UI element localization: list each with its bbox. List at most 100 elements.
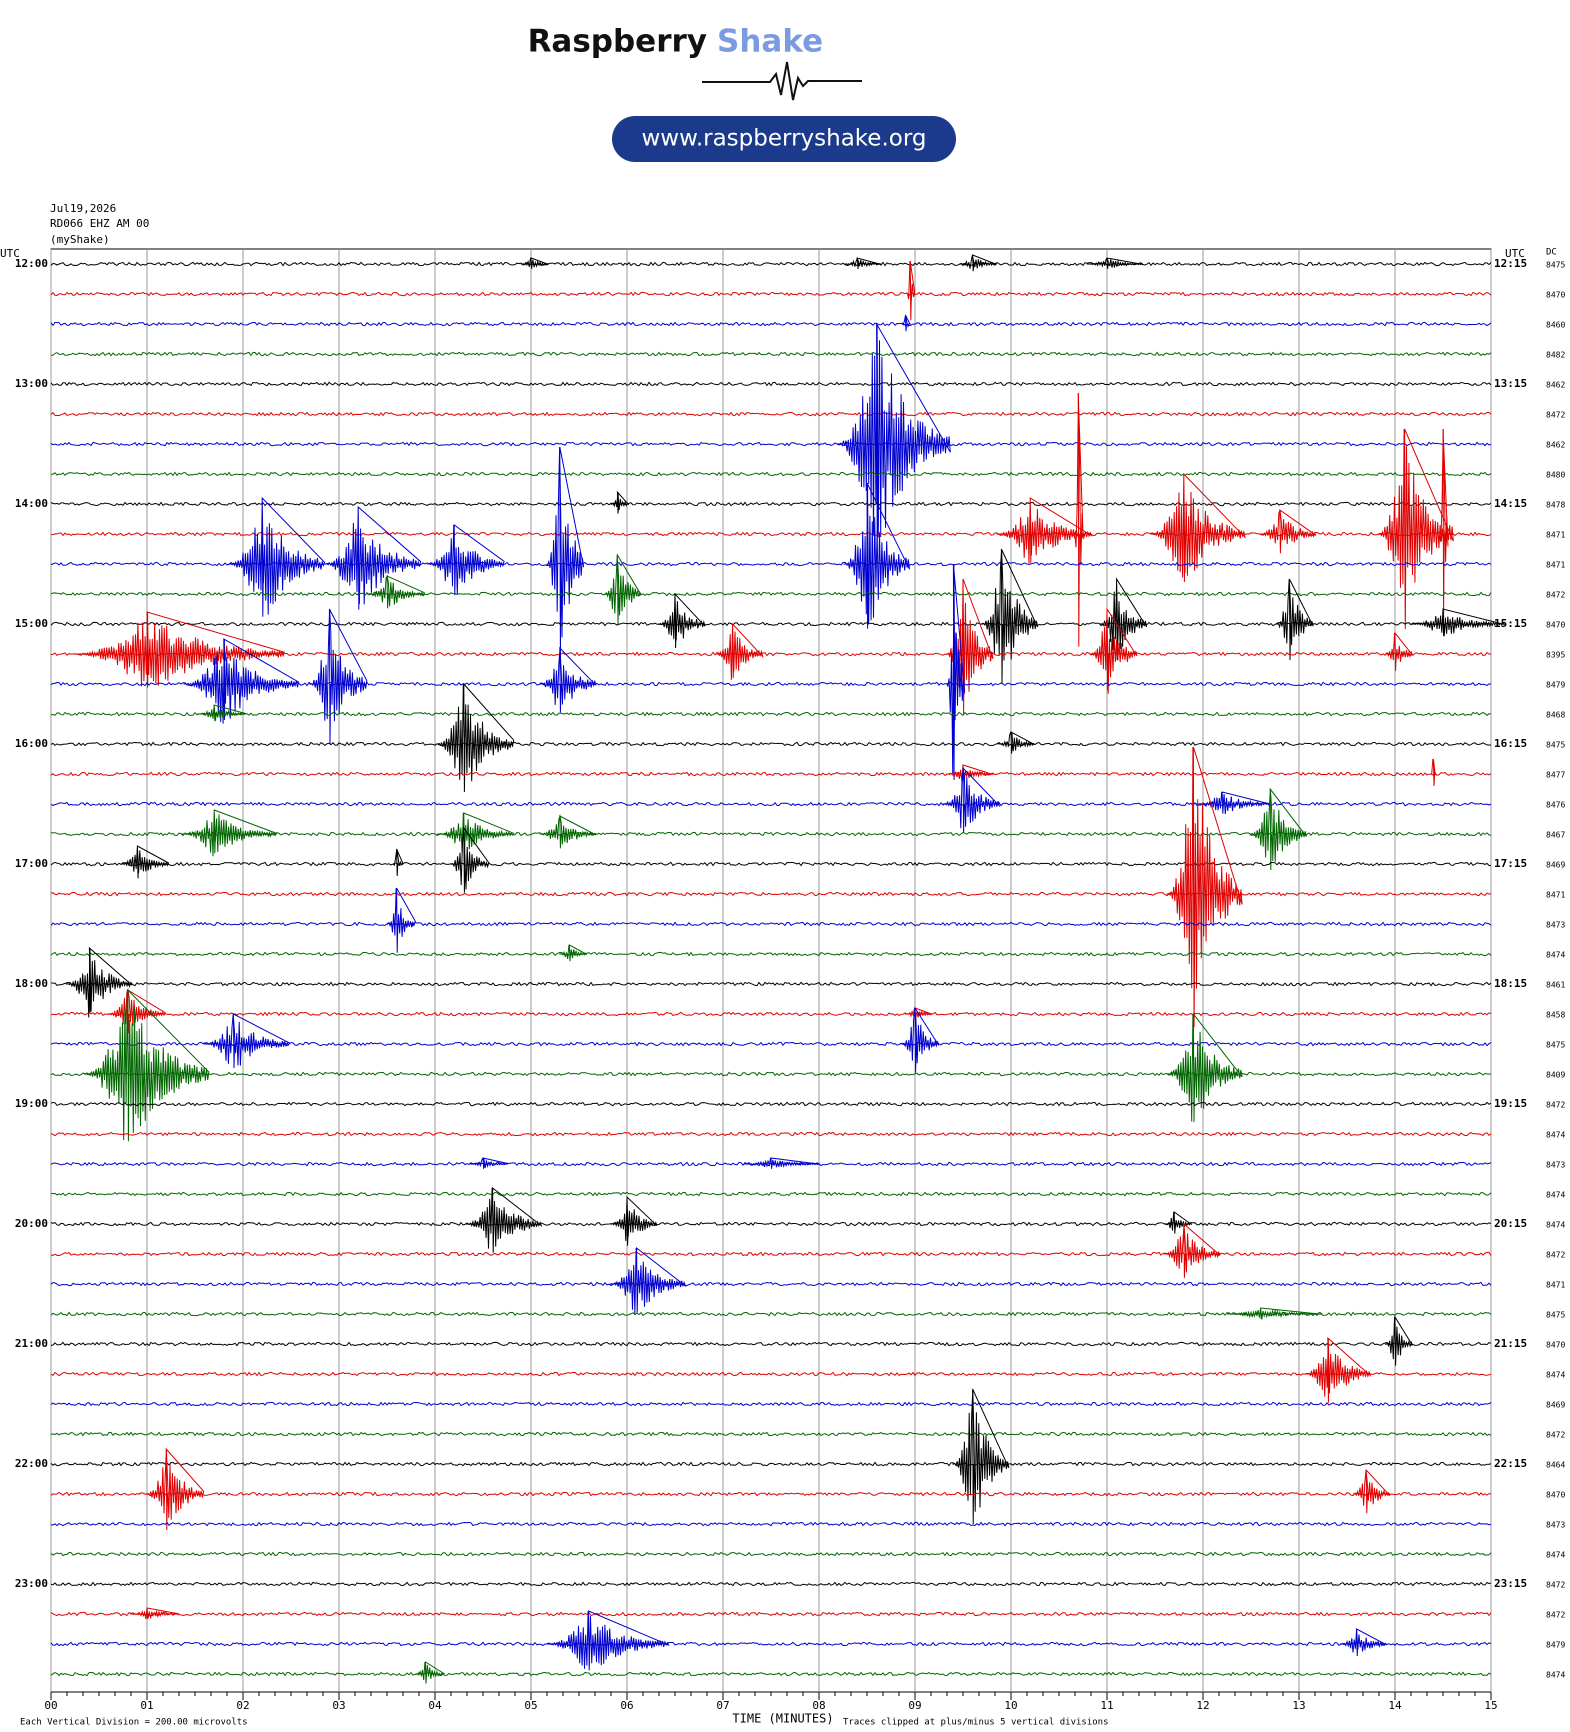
seismic-event (73, 611, 285, 688)
seismic-event (981, 548, 1039, 685)
trace-baseline (50, 261, 1492, 267)
trace-baseline (50, 1221, 1492, 1227)
trace-baseline (50, 1281, 1492, 1287)
station-info: RD066 EHZ AM 00 (50, 217, 149, 230)
dc-label: 8467 (1546, 831, 1565, 840)
dc-label: 8461 (1546, 981, 1565, 990)
hour-label: 16:00 (15, 737, 48, 750)
dc-label: 8474 (1546, 951, 1565, 960)
trace-baseline (50, 1341, 1492, 1347)
trace-baseline (50, 1251, 1492, 1257)
dc-label: 8475 (1546, 741, 1565, 750)
seismic-event (1339, 1628, 1387, 1657)
dc-label: 8470 (1546, 1341, 1565, 1350)
seismic-event (309, 608, 368, 745)
trace-baseline (50, 1611, 1492, 1617)
trace-baseline (50, 801, 1492, 807)
hour-label: 19:15 (1494, 1097, 1527, 1110)
seismic-event (183, 638, 300, 724)
dc-label: 8472 (1546, 1581, 1565, 1590)
trace-baseline (50, 591, 1492, 597)
seismic-event (65, 946, 133, 1018)
dc-label: 8478 (1546, 501, 1565, 510)
seismic-event (386, 887, 416, 953)
url[interactable]: www.raspberryshake.org (642, 126, 927, 152)
seismic-event (1090, 607, 1138, 694)
seismic-event (427, 524, 505, 596)
seismic-event (1163, 1222, 1221, 1279)
hour-label: 20:00 (15, 1217, 48, 1230)
trace-baseline (50, 1491, 1492, 1497)
dc-label: 8470 (1546, 621, 1565, 630)
hour-label: 23:00 (15, 1577, 48, 1590)
seismic-event (130, 1607, 180, 1620)
dc-label: 8471 (1546, 561, 1565, 570)
seismic-event (1259, 509, 1317, 554)
seismic-event (392, 848, 404, 877)
seismic-event (901, 314, 911, 332)
hour-label: 17:00 (15, 857, 48, 870)
url-pill[interactable] (612, 116, 956, 162)
seismic-event (520, 257, 549, 269)
dc-label: 8470 (1546, 1491, 1565, 1500)
hour-label: 15:00 (15, 617, 48, 630)
seismic-event (1164, 1211, 1193, 1234)
trace-baseline (50, 831, 1492, 837)
seismic-event (324, 505, 422, 610)
x-tick-label: 13 (1292, 1699, 1305, 1712)
seismic-event (469, 1157, 510, 1169)
x-tick-label: 02 (236, 1699, 249, 1712)
seismic-event (1304, 1336, 1372, 1403)
dc-label: 8472 (1546, 1611, 1565, 1620)
dc-label: 8474 (1546, 1131, 1565, 1140)
dc-label: 8475 (1546, 1311, 1565, 1320)
trace-baseline (50, 1131, 1492, 1137)
seismic-event (715, 622, 764, 680)
seismic-event (1227, 1307, 1322, 1320)
hour-label: 17:15 (1494, 857, 1527, 870)
trace-baseline (50, 1041, 1492, 1047)
seismic-event (907, 260, 916, 321)
seismic-event (539, 646, 597, 713)
trace-baseline (50, 711, 1492, 717)
trace-baseline (50, 741, 1492, 747)
seismic-event (904, 1007, 933, 1019)
dc-label: 8471 (1546, 1281, 1565, 1290)
trace-baseline (50, 291, 1492, 297)
trace-baseline (50, 771, 1492, 777)
seismic-event (946, 563, 966, 781)
dc-label: 8473 (1546, 1161, 1565, 1170)
trace-baseline (50, 621, 1492, 627)
dc-label: 8472 (1546, 1101, 1565, 1110)
seismic-event (120, 845, 170, 879)
seismic-event (450, 826, 490, 893)
trace-baseline (50, 1191, 1492, 1197)
seismic-event (603, 553, 642, 626)
trace-baseline (50, 501, 1492, 507)
brand: Raspberry (528, 24, 707, 60)
seismic-event (1384, 1315, 1413, 1366)
dc-label: 8468 (1546, 711, 1565, 720)
seismic-event (1150, 472, 1246, 583)
trace-baseline (50, 1101, 1492, 1107)
seismic-event (1086, 256, 1144, 269)
seismic-event (1166, 746, 1243, 1028)
dc-label: 8479 (1546, 681, 1565, 690)
trace-baseline (50, 1671, 1492, 1677)
left-axis-title: UTC (0, 247, 20, 260)
seismic-event (107, 988, 166, 1034)
seismic-event (180, 809, 278, 857)
hour-label: 13:00 (15, 377, 48, 390)
x-tick-label: 10 (1004, 1699, 1017, 1712)
seismic-event (658, 592, 706, 649)
seismic-event (610, 490, 630, 514)
hour-label: 13:15 (1494, 377, 1527, 390)
trace-baseline (50, 981, 1492, 987)
trace-baseline (50, 381, 1492, 387)
hour-label: 21:00 (15, 1337, 48, 1350)
seismic-event (844, 256, 882, 269)
seismic-event (952, 1388, 1010, 1525)
dc-label: 8474 (1546, 1221, 1565, 1230)
seismic-event (539, 814, 597, 849)
